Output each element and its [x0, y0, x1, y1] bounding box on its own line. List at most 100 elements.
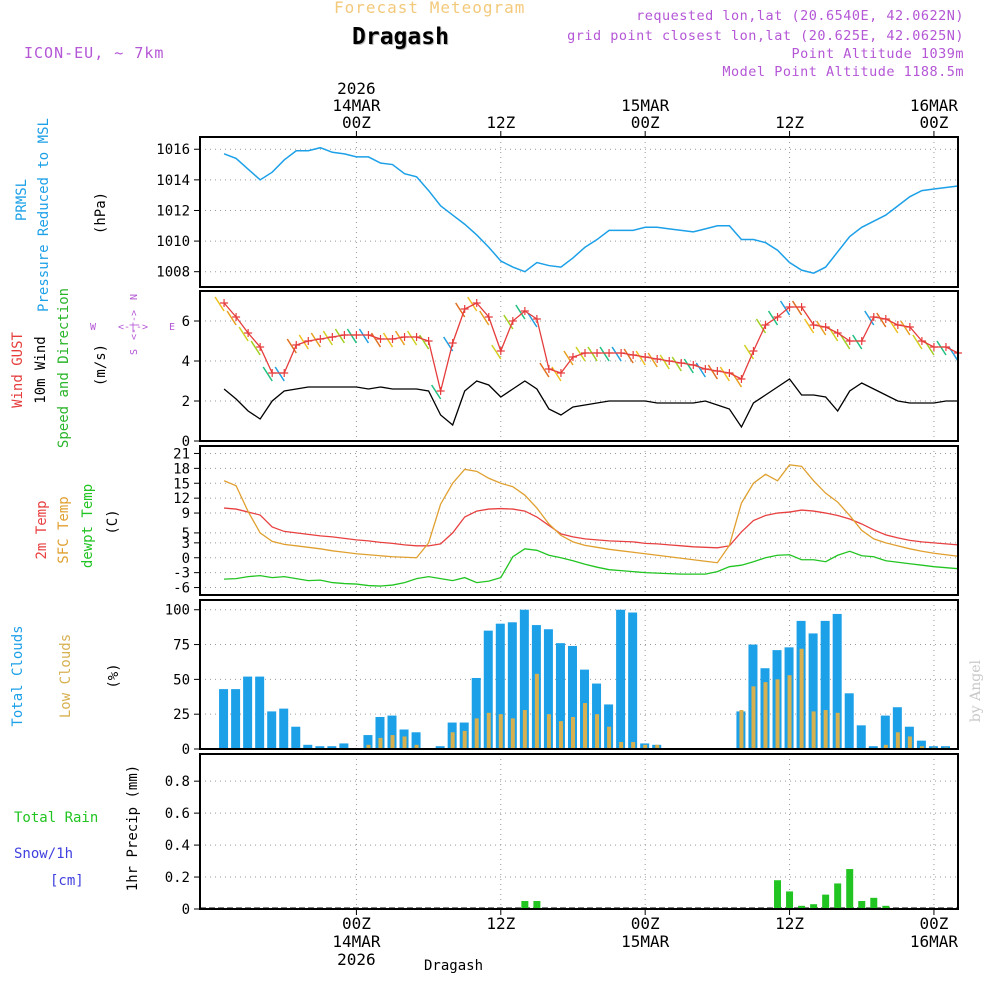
low-cloud-bar	[390, 735, 395, 749]
gust-point	[508, 317, 517, 325]
rain-bar	[858, 901, 866, 909]
compass-arrows: <-|->	[118, 322, 148, 333]
gust-point	[544, 365, 553, 373]
gust-point	[845, 337, 854, 345]
y-tick-label: 6	[182, 314, 190, 330]
gust-point	[568, 353, 577, 361]
wind-direction-arrow	[262, 366, 273, 382]
dewpt-line	[224, 548, 959, 587]
wind-direction-arrow	[418, 334, 430, 350]
low-cloud-bar	[835, 712, 840, 749]
y-tick-label: 1008	[156, 265, 190, 281]
total-cloud-bar	[483, 630, 493, 749]
top-time-label: 14MAR	[332, 96, 381, 115]
bottom-time-label: 00Z	[342, 914, 371, 933]
gust-point	[292, 341, 301, 349]
wind-direction-arrow	[816, 320, 827, 336]
wind-direction-arrow	[635, 350, 646, 366]
bottom-time-label: 12Z	[486, 914, 515, 933]
y-tick-label: 1012	[156, 203, 190, 219]
wind-direction-arrow	[370, 332, 382, 348]
low-cloud-bar	[414, 744, 419, 749]
wind-direction-arrow	[539, 362, 550, 378]
wind-direction-arrow	[791, 300, 803, 316]
wind-direction-arrow	[491, 344, 502, 360]
gust-label: Wind GUST	[10, 332, 26, 408]
gust-point	[821, 323, 830, 331]
total-cloud-bar	[856, 725, 866, 749]
y-tick-label: 3	[182, 536, 190, 552]
tsfc-line	[223, 464, 959, 564]
y-tick-label: -3	[173, 566, 190, 582]
prmsl-desc-label: Pressure Reduced to MSL	[36, 118, 52, 312]
low-cloud-bar	[474, 718, 479, 749]
wind-direction-arrow	[755, 318, 767, 334]
y-tick-label: 0	[182, 434, 190, 450]
low-cloud-bar	[522, 710, 527, 749]
total-cloud-bar	[543, 629, 553, 749]
low-cloud-bar	[546, 714, 551, 749]
low-cloud-bar	[739, 710, 744, 749]
wind-direction-arrow	[274, 366, 285, 382]
y-tick-label: 1010	[156, 234, 190, 250]
wind-direction-arrow	[683, 358, 694, 374]
wind-direction-arrow	[587, 346, 598, 362]
total-cloud-bar	[267, 711, 277, 749]
wind-direction-arrow	[876, 312, 887, 328]
wind10m-line	[223, 378, 958, 429]
y-tick-label: 0	[182, 551, 190, 567]
compass-s: S	[129, 349, 140, 355]
gust-point	[629, 351, 638, 359]
wind-direction-arrow	[743, 344, 755, 360]
low-cloud-bar	[402, 736, 407, 749]
low-cloud-bar	[378, 737, 383, 749]
low-clouds-label: Low Clouds	[58, 634, 74, 718]
gust-point	[352, 331, 361, 339]
total-cloud-bar	[375, 716, 385, 749]
gust-point	[725, 369, 734, 377]
wind-direction-label: Speed and Direction	[56, 288, 72, 448]
point-altitude: Point Altitude 1039m	[791, 46, 964, 62]
wind-direction-arrow	[503, 314, 514, 330]
rain-bar	[846, 869, 854, 909]
gust-point	[881, 315, 890, 323]
total-cloud-bar	[567, 645, 577, 749]
gust-point	[448, 339, 457, 347]
total-cloud-bar	[303, 744, 313, 749]
wind-direction-arrow	[611, 346, 622, 362]
total-cloud-bar	[435, 746, 445, 749]
total-cloud-bar	[519, 609, 529, 749]
wind-direction-arrow	[431, 384, 442, 400]
gust-point	[665, 357, 674, 365]
wind-direction-arrow	[840, 334, 851, 350]
total-cloud-bar	[279, 708, 289, 749]
wind-direction-arrow	[479, 310, 490, 326]
low-cloud-bar	[907, 736, 912, 749]
requested-coords: requested lon,lat (20.6540E, 42.0622N)	[636, 8, 964, 24]
wind-direction-arrow	[803, 318, 815, 334]
wind-direction-arrow	[779, 300, 791, 316]
low-cloud-bar	[883, 744, 888, 749]
wind-direction-arrow	[406, 330, 418, 346]
low-cloud-bar	[823, 710, 828, 749]
pressure-line	[223, 146, 959, 275]
bottom-time-label: 12Z	[775, 914, 804, 933]
y-tick-label: 9	[182, 506, 190, 522]
gust-point	[400, 333, 409, 341]
y-tick-label: 1014	[156, 173, 190, 189]
gust-point	[941, 343, 950, 351]
y-tick-label: 15	[173, 476, 190, 492]
low-cloud-bar	[775, 679, 780, 749]
gust-point	[833, 329, 842, 337]
location-title: Dragash	[352, 24, 449, 50]
wind-direction-arrow	[467, 296, 478, 312]
y-tick-label: 50	[173, 672, 190, 688]
gust-point	[905, 323, 914, 331]
y-tick-label: 0.4	[165, 838, 190, 854]
total-cloud-bar	[808, 633, 818, 749]
wind-direction-arrow	[900, 320, 911, 336]
total-cloud-bar	[327, 746, 337, 749]
total-cloud-bar	[291, 726, 301, 749]
gust-point	[460, 305, 469, 313]
